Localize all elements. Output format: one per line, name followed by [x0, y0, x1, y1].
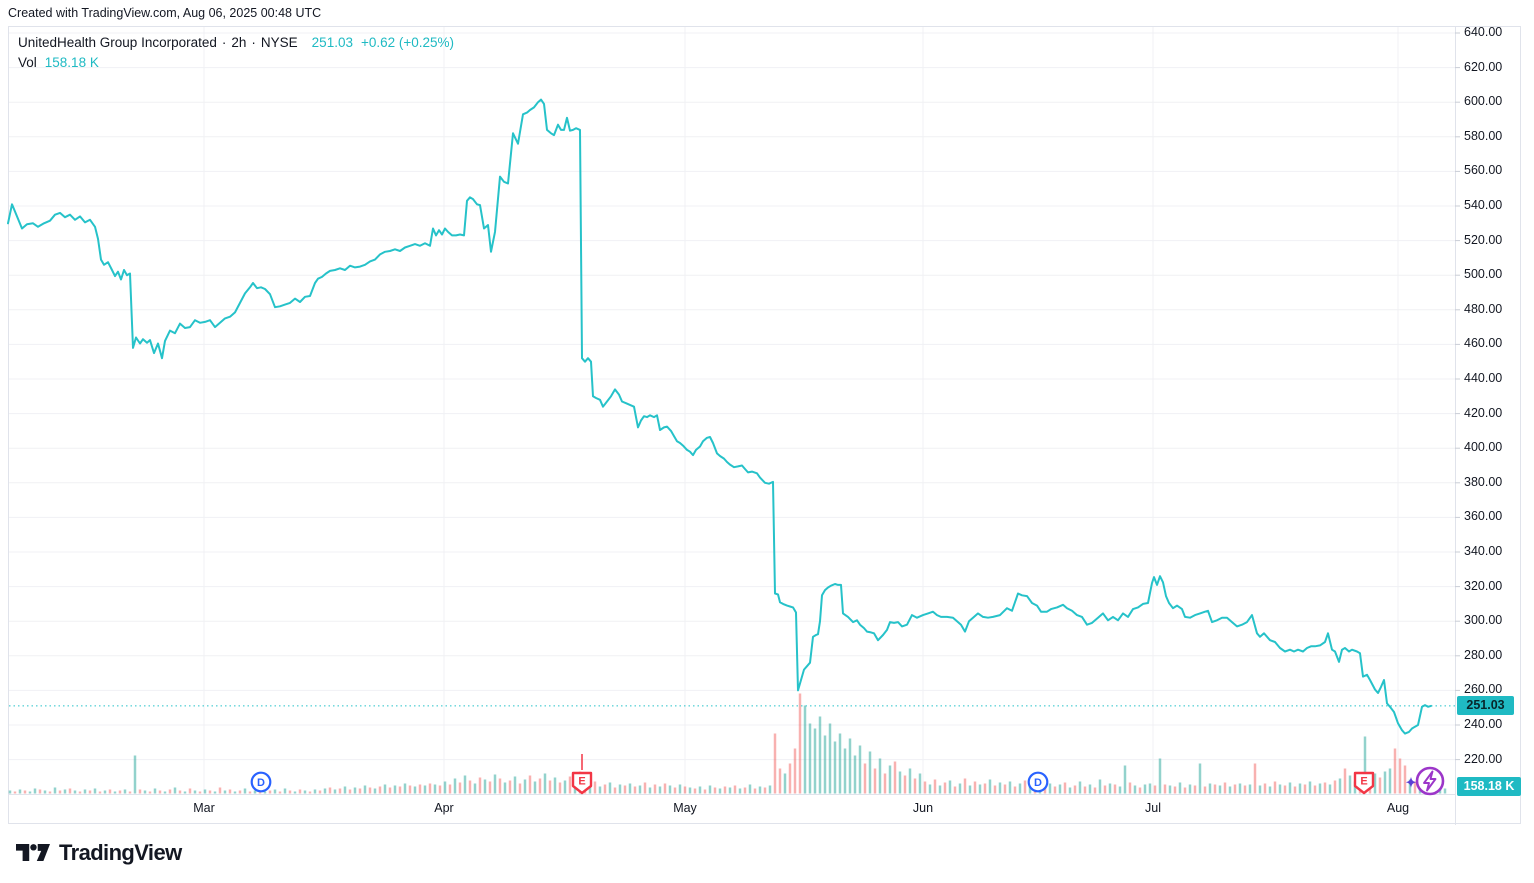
price-tick-label: 560.00: [1464, 163, 1503, 178]
last-price-value: 251.03: [311, 35, 353, 50]
interval-label[interactable]: 2h: [231, 35, 247, 50]
volume-label: Vol: [18, 55, 37, 70]
price-tick-label: 340.00: [1464, 544, 1503, 558]
last-price-badge: 251.03: [1457, 696, 1514, 716]
lightning-bolt-icon: [1423, 770, 1437, 792]
time-tick-label: Jun: [912, 801, 934, 815]
svg-text:E: E: [1360, 776, 1367, 788]
price-change-value: +0.62 (+0.25%): [360, 35, 455, 50]
price-tick-label: 280.00: [1464, 647, 1503, 662]
earnings-marker[interactable]: E: [571, 771, 595, 797]
time-tick-label: Aug: [1386, 801, 1410, 815]
svg-text:E: E: [578, 776, 585, 788]
volume-value: 158.18 K: [44, 55, 99, 70]
time-tick-label: May: [673, 801, 697, 815]
price-tick-label: 520.00: [1464, 232, 1503, 247]
legend-separator: ·: [221, 35, 227, 50]
tradingview-mark-icon: [16, 844, 50, 861]
price-tick-label: 460.00: [1464, 336, 1503, 351]
time-tick-label: Apr: [434, 801, 454, 815]
exchange-label: NYSE: [260, 35, 298, 50]
price-tick-label: 240.00: [1464, 717, 1503, 731]
sparkle-star-icon: [1405, 777, 1417, 788]
tradingview-logo[interactable]: TradingView: [16, 839, 182, 866]
price-tick-label: 360.00: [1464, 509, 1503, 524]
price-tick-label: 480.00: [1464, 301, 1503, 316]
price-tick-label: 420.00: [1464, 405, 1503, 420]
price-tick-label: 620.00: [1464, 59, 1503, 74]
price-tick-label: 580.00: [1464, 128, 1503, 143]
price-line[interactable]: [7, 98, 1432, 735]
vertical-gridlines: [203, 27, 1399, 794]
created-with-text: Created with TradingView.com, Aug 06, 20…: [8, 6, 322, 20]
legend-separator: ·: [251, 35, 256, 50]
volume-badge: 158.18 K: [1457, 777, 1521, 796]
price-tick-label: 380.00: [1464, 474, 1503, 489]
price-tick-label: 600.00: [1464, 94, 1503, 109]
price-tick-label: 220.00: [1464, 751, 1503, 766]
time-scale-separator: [8, 794, 1456, 795]
price-tick-label: 540.00: [1464, 198, 1503, 212]
price-tick-label: 320.00: [1464, 578, 1503, 593]
svg-text:D: D: [1034, 777, 1042, 789]
earnings-marker[interactable]: E: [1353, 771, 1377, 797]
price-scale-separator: [1455, 26, 1456, 825]
brand-text: TradingView: [59, 839, 182, 865]
price-tick-label: 500.00: [1464, 267, 1503, 282]
price-tick-label: 440.00: [1464, 371, 1503, 385]
volume-bars: [8, 693, 1447, 794]
time-tick-label: Jul: [1145, 801, 1161, 815]
horizontal-gridlines: [9, 32, 1460, 761]
price-tick-label: 300.00: [1464, 613, 1503, 628]
chart-frame: [8, 26, 1521, 824]
svg-text:D: D: [257, 777, 265, 789]
price-tick-label: 640.00: [1464, 25, 1503, 39]
dividend-marker[interactable]: D: [1027, 771, 1051, 797]
flash-snapshot-icon[interactable]: [1400, 760, 1448, 804]
price-tick-label: 400.00: [1464, 440, 1503, 455]
time-tick-label: Mar: [193, 801, 215, 815]
symbol-title[interactable]: UnitedHealth Group Incorporated: [18, 35, 217, 50]
legend: UnitedHealth Group Incorporated · 2h · NYSE 2…: [18, 33, 454, 73]
price-tick-label: 260.00: [1464, 682, 1503, 697]
dividend-marker[interactable]: D: [250, 771, 274, 797]
